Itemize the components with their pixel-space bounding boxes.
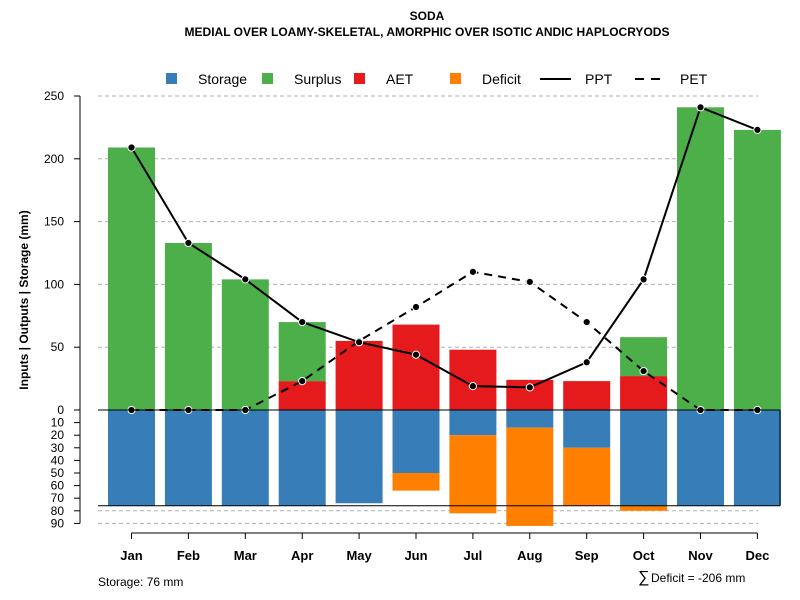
y-tick-label-neg-30: 30 [51,441,65,455]
y-tick-label-neg-60: 60 [51,479,65,493]
x-label-dec: Dec [745,548,769,563]
y-tick-label-neg-20: 20 [51,428,65,442]
y-tick-label-neg-40: 40 [51,453,65,467]
storage-bar-oct [620,410,668,506]
x-label-may: May [346,548,372,563]
storage-bar-mar [221,410,269,506]
storage-bar-dec [733,410,781,506]
x-label-nov: Nov [688,548,713,563]
x-label-jul: Jul [464,548,483,563]
aet-bar-apr [278,381,326,410]
y-tick-label-neg-90: 90 [51,516,65,530]
surplus-bar-mar [221,279,269,410]
y-tick-label-200: 200 [44,152,64,166]
surplus-bar-nov [677,107,724,410]
surplus-bar-jan [108,147,155,410]
storage-footnote: Storage: 76 mm [98,575,183,589]
legend-deficit-swatch [450,73,461,84]
deficit-bar-jun [392,473,440,491]
ppt-line-point-jan [127,143,136,152]
x-label-jan: Jan [120,548,142,563]
y-tick-label-250: 250 [44,89,64,103]
legend: Storage Surplus AET Deficit PPT PET [166,71,708,87]
legend-surplus-label: Surplus [294,71,341,87]
ppt-line-point-jul [468,382,477,391]
aet-bar-jul [449,349,497,410]
ppt-line-point-jun [411,350,421,359]
deficit-bar-oct [620,505,668,511]
y-tick-label-150: 150 [44,215,64,229]
ppt-line-point-oct [639,275,648,284]
legend-ppt-label: PPT [585,71,613,87]
pet-line-point-aug [525,277,534,286]
x-label-oct: Oct [633,548,655,563]
pet-line-point-jul [468,267,477,276]
deficit-bar-jul [449,435,497,514]
bars [108,107,781,526]
storage-bar-jun [392,410,440,473]
legend-storage-swatch [166,73,177,84]
storage-bar-jan [108,410,155,506]
aet-bar-sep [563,381,611,410]
legend-storage-label: Storage [198,71,247,87]
storage-bar-jul [449,410,497,436]
y-tick-label-neg-50: 50 [51,466,65,480]
pet-line-point-jun [411,302,421,312]
x-label-feb: Feb [177,548,200,563]
storage-bar-apr [278,410,326,506]
ppt-line-point-sep [582,358,591,367]
surplus-bar-apr [278,322,326,382]
legend-surplus-swatch [262,73,273,84]
storage-bar-aug [506,410,554,428]
storage-bar-nov [677,410,724,506]
x-label-jun: Jun [404,548,427,563]
deficit-bar-sep [563,447,611,506]
legend-aet-label: AET [386,71,414,87]
storage-bar-feb [164,410,212,506]
x-label-sep: Sep [575,548,599,563]
legend-aet-swatch [354,73,365,84]
aet-bar-jun [392,324,440,410]
ppt-line-point-apr [298,317,307,327]
ppt-line-point-aug [525,383,534,392]
y-tick-label-neg-70: 70 [51,491,65,505]
ppt-line-point-feb [184,238,193,248]
sum-symbol: ∑ [638,569,649,586]
storage-bar-may [335,410,383,504]
y-tick-label-100: 100 [44,277,64,291]
ppt-line-point-mar [241,275,250,284]
x-label-aug: Aug [517,548,542,563]
aet-bar-may [335,340,383,410]
pet-line-point-apr [298,377,307,386]
x-label-mar: Mar [234,548,257,563]
deficit-bar-aug [506,427,554,526]
chart-title: SODA [410,9,445,23]
pet-line-point-sep [582,317,591,327]
surplus-bar-dec [733,129,781,411]
surplus-bar-feb [164,242,212,410]
pet-line-point-oct [639,366,648,376]
ppt-line-point-nov [696,103,705,112]
aet-bar-oct [620,376,668,410]
ppt-line [130,105,758,389]
y-tick-label-0: 0 [57,403,64,417]
legend-deficit-label: Deficit [482,71,521,87]
x-label-apr: Apr [291,548,313,563]
deficit-footnote: Deficit = -206 mm [651,571,745,585]
storage-bar-sep [563,410,611,448]
ppt-line-point-dec [753,125,762,135]
y-axis-label: Inputs | Outputs | Storage (mm) [17,210,31,389]
chart-subtitle: MEDIAL OVER LOAMY-SKELETAL, AMORPHIC OVE… [185,25,670,39]
legend-pet-label: PET [680,71,708,87]
ppt-line-point-may [355,338,364,347]
y-tick-label-neg-10: 10 [51,416,65,430]
y-tick-label-50: 50 [51,340,65,354]
y-tick-label-neg-80: 80 [51,504,65,518]
